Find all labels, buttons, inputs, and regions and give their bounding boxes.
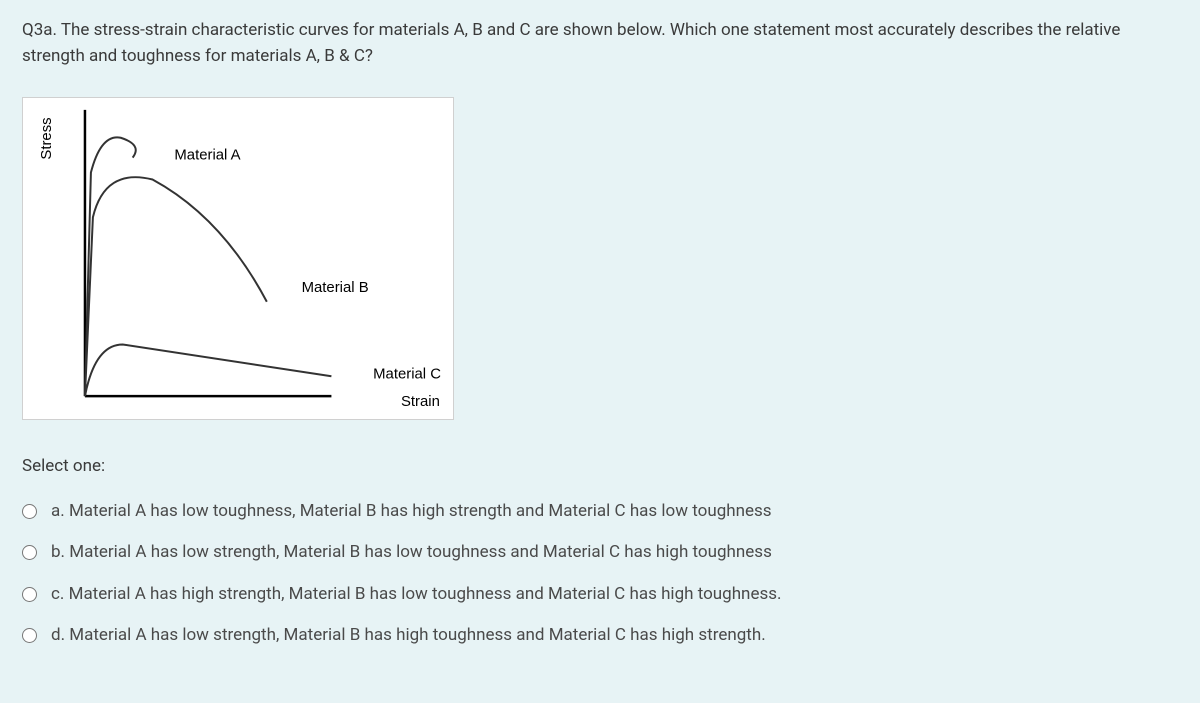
stress-strain-chart: Stress Material A Material B Material C St… <box>22 97 454 420</box>
radio-option-c[interactable] <box>22 587 37 602</box>
curve-material-c <box>85 344 331 396</box>
curve-material-b <box>85 177 267 396</box>
curve-label-material-a: Material A <box>174 148 240 164</box>
chart-svg: Stress Material A Material B Material C St… <box>23 98 453 419</box>
radio-option-a[interactable] <box>22 504 37 519</box>
y-axis-label: Stress <box>39 117 55 159</box>
x-axis-label: Strain <box>401 394 440 410</box>
curve-material-a <box>85 137 136 396</box>
option-row-a: a. Material A has low toughness, Materia… <box>22 494 1178 530</box>
option-row-d: d. Material A has low strength, Material… <box>22 618 1178 654</box>
options-list: a. Material A has low toughness, Materia… <box>22 494 1178 654</box>
option-label-c[interactable]: c. Material A has high strength, Materia… <box>51 582 782 608</box>
select-one-prompt: Select one: <box>22 454 1178 480</box>
radio-option-b[interactable] <box>22 545 37 560</box>
curve-label-material-b: Material B <box>302 280 369 296</box>
question-text: Q3a. The stress-strain characteristic cu… <box>22 18 1178 69</box>
radio-option-d[interactable] <box>22 628 37 643</box>
curve-label-material-c: Material C <box>373 366 441 382</box>
option-label-b[interactable]: b. Material A has low strength, Material… <box>51 540 772 566</box>
option-row-c: c. Material A has high strength, Materia… <box>22 577 1178 613</box>
option-label-a[interactable]: a. Material A has low toughness, Materia… <box>51 499 772 525</box>
option-label-d[interactable]: d. Material A has low strength, Material… <box>51 623 766 649</box>
option-row-b: b. Material A has low strength, Material… <box>22 535 1178 571</box>
